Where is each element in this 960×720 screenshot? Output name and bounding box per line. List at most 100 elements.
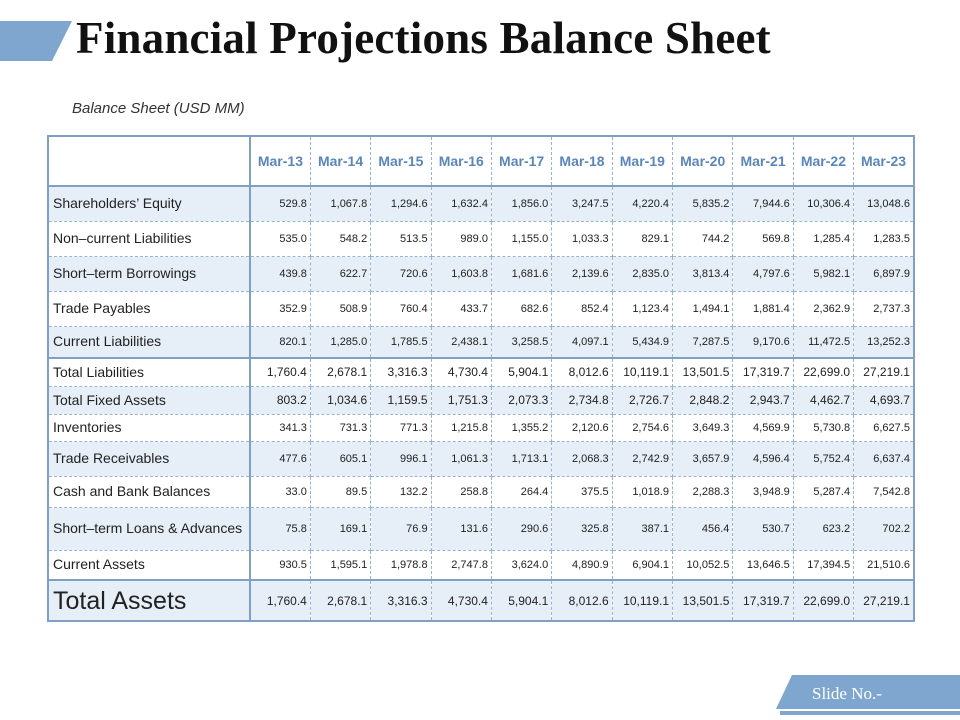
value-cell: 6,897.9 xyxy=(853,255,915,292)
column-header: Mar-21 xyxy=(732,135,794,187)
value-cell: 1,294.6 xyxy=(370,185,432,222)
value-cell: 13,646.5 xyxy=(732,549,794,581)
value-cell: 17,394.5 xyxy=(792,549,855,581)
table-row: Current Liabilities 820.1 1,285.0 1,785.5 2,… xyxy=(47,325,915,359)
header-corner-cell xyxy=(47,135,251,187)
value-cell: 439.8 xyxy=(249,255,311,292)
value-cell: 4,890.9 xyxy=(551,549,613,581)
column-header: Mar-17 xyxy=(490,135,553,187)
value-cell: 3,247.5 xyxy=(551,185,613,222)
value-cell: 13,252.3 xyxy=(853,325,915,359)
value-cell: 1,785.5 xyxy=(370,325,432,359)
value-cell: 264.4 xyxy=(490,475,553,508)
value-cell: 1,283.5 xyxy=(853,220,915,257)
value-cell: 2,678.1 xyxy=(309,579,372,622)
value-cell: 731.3 xyxy=(309,413,372,442)
value-cell: 2,073.3 xyxy=(490,385,553,415)
row-label: Cash and Bank Balances xyxy=(47,475,251,508)
value-cell: 2,678.1 xyxy=(309,357,372,387)
value-cell: 2,362.9 xyxy=(792,290,855,327)
value-cell: 3,948.9 xyxy=(732,475,794,508)
row-label: Current Liabilities xyxy=(47,325,251,359)
table-row: Total Fixed Assets 803.2 1,034.6 1,159.5 1,7… xyxy=(47,385,915,415)
column-header: Mar-14 xyxy=(309,135,372,187)
value-cell: 513.5 xyxy=(370,220,432,257)
value-cell: 569.8 xyxy=(732,220,794,257)
row-label: Trade Receivables xyxy=(47,440,251,477)
value-cell: 2,754.6 xyxy=(611,413,674,442)
row-label: Short–term Loans & Advances xyxy=(47,506,251,551)
column-header: Mar-22 xyxy=(792,135,855,187)
value-cell: 1,856.0 xyxy=(490,185,553,222)
value-cell: 477.6 xyxy=(249,440,311,477)
value-cell: 720.6 xyxy=(370,255,432,292)
value-cell: 7,542.8 xyxy=(853,475,915,508)
value-cell: 3,649.3 xyxy=(672,413,734,442)
value-cell: 3,316.3 xyxy=(370,579,432,622)
value-cell: 22,699.0 xyxy=(792,579,855,622)
value-cell: 5,904.1 xyxy=(490,579,553,622)
value-cell: 5,835.2 xyxy=(672,185,734,222)
value-cell: 131.6 xyxy=(430,506,492,551)
value-cell: 21,510.6 xyxy=(853,549,915,581)
value-cell: 3,813.4 xyxy=(672,255,734,292)
value-cell: 7,944.6 xyxy=(732,185,794,222)
value-cell: 76.9 xyxy=(370,506,432,551)
value-cell: 387.1 xyxy=(611,506,674,551)
table-row: Short–term Borrowings 439.8 622.7 720.6 1,60… xyxy=(47,255,915,292)
value-cell: 17,319.7 xyxy=(732,357,794,387)
value-cell: 433.7 xyxy=(430,290,492,327)
value-cell: 1,159.5 xyxy=(370,385,432,415)
column-header: Mar-16 xyxy=(430,135,492,187)
value-cell: 325.8 xyxy=(551,506,613,551)
value-cell: 4,797.6 xyxy=(732,255,794,292)
value-cell: 1,632.4 xyxy=(430,185,492,222)
value-cell: 6,904.1 xyxy=(611,549,674,581)
value-cell: 10,119.1 xyxy=(611,579,674,622)
value-cell: 4,693.7 xyxy=(853,385,915,415)
table-row: Short–term Loans & Advances 75.8 169.1 76.9… xyxy=(47,506,915,551)
value-cell: 508.9 xyxy=(309,290,372,327)
row-label: Inventories xyxy=(47,413,251,442)
value-cell: 352.9 xyxy=(249,290,311,327)
value-cell: 1,760.4 xyxy=(249,357,311,387)
value-cell: 22,699.0 xyxy=(792,357,855,387)
value-cell: 169.1 xyxy=(309,506,372,551)
value-cell: 5,982.1 xyxy=(792,255,855,292)
value-cell: 930.5 xyxy=(249,549,311,581)
value-cell: 13,501.5 xyxy=(672,357,734,387)
table-row: Non–current Liabilities 535.0 548.2 513.5 98… xyxy=(47,220,915,257)
value-cell: 1,978.8 xyxy=(370,549,432,581)
value-cell: 17,319.7 xyxy=(732,579,794,622)
value-cell: 3,624.0 xyxy=(490,549,553,581)
value-cell: 341.3 xyxy=(249,413,311,442)
value-cell: 1,215.8 xyxy=(430,413,492,442)
value-cell: 8,012.6 xyxy=(551,357,613,387)
table-row: Shareholders’ Equity 529.8 1,067.8 1,294.6 1… xyxy=(47,185,915,222)
value-cell: 456.4 xyxy=(672,506,734,551)
value-cell: 10,306.4 xyxy=(792,185,855,222)
value-cell: 5,904.1 xyxy=(490,357,553,387)
value-cell: 771.3 xyxy=(370,413,432,442)
value-cell: 623.2 xyxy=(792,506,855,551)
value-cell: 75.8 xyxy=(249,506,311,551)
value-cell: 27,219.1 xyxy=(853,579,915,622)
value-cell: 852.4 xyxy=(551,290,613,327)
value-cell: 375.5 xyxy=(551,475,613,508)
header-row: Mar-13 Mar-14 Mar-15 Mar-16 Mar-17 Mar-18 Mar-… xyxy=(47,135,915,187)
value-cell: 1,061.3 xyxy=(430,440,492,477)
column-header: Mar-19 xyxy=(611,135,674,187)
value-cell: 1,123.4 xyxy=(611,290,674,327)
value-cell: 1,760.4 xyxy=(249,579,311,622)
value-cell: 258.8 xyxy=(430,475,492,508)
value-cell: 4,596.4 xyxy=(732,440,794,477)
value-cell: 290.6 xyxy=(490,506,553,551)
value-cell: 4,462.7 xyxy=(792,385,855,415)
value-cell: 3,316.3 xyxy=(370,357,432,387)
value-cell: 3,657.9 xyxy=(672,440,734,477)
value-cell: 2,742.9 xyxy=(611,440,674,477)
value-cell: 1,681.6 xyxy=(490,255,553,292)
table-row: Cash and Bank Balances 33.0 89.5 132.2 258.8… xyxy=(47,475,915,508)
value-cell: 760.4 xyxy=(370,290,432,327)
row-label: Current Assets xyxy=(47,549,251,581)
